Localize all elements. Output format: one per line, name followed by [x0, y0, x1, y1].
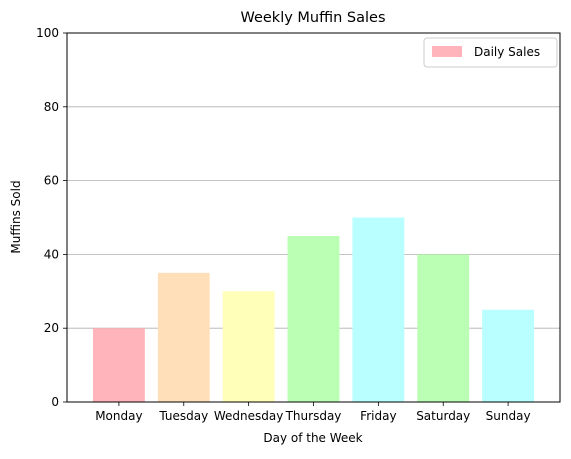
- y-axis-label: Muffins Sold: [9, 180, 23, 253]
- bar-thursday: [287, 235, 340, 402]
- x-tick-label-thursday: Thursday: [285, 409, 342, 423]
- bar-saturday: [417, 254, 470, 402]
- bar-sunday: [482, 309, 535, 402]
- bar-wednesday: [222, 291, 275, 402]
- y-tick-label: 100: [36, 26, 59, 40]
- y-tick-label: 60: [44, 174, 59, 188]
- y-tick-label: 40: [44, 247, 59, 261]
- y-tick-label: 0: [51, 395, 59, 409]
- bar-monday: [92, 328, 145, 402]
- x-tick-label-sunday: Sunday: [486, 409, 531, 423]
- x-tick-label-friday: Friday: [360, 409, 396, 423]
- x-tick-label-tuesday: Tuesday: [158, 409, 208, 423]
- legend-label: Daily Sales: [474, 45, 540, 59]
- bars: [92, 217, 535, 402]
- x-axis-ticks: Monday Tuesday Wednesday Thursday Friday Satu…: [95, 402, 531, 423]
- bar-tuesday: [157, 272, 210, 402]
- x-tick-label-monday: Monday: [95, 409, 142, 423]
- y-tick-label: 20: [44, 321, 59, 335]
- x-tick-label-wednesday: Wednesday: [214, 409, 283, 423]
- legend-box: [423, 37, 558, 68]
- y-axis-ticks: 0 20 40 60 80 100: [36, 26, 67, 409]
- x-axis-label: Day of the Week: [263, 431, 362, 445]
- y-tick-label: 80: [44, 100, 59, 114]
- chart-title: Weekly Muffin Sales: [240, 10, 385, 26]
- x-tick-label-saturday: Saturday: [416, 409, 470, 423]
- bar-friday: [352, 217, 405, 402]
- legend-swatch: [432, 46, 462, 57]
- legend: Daily Sales: [423, 37, 558, 68]
